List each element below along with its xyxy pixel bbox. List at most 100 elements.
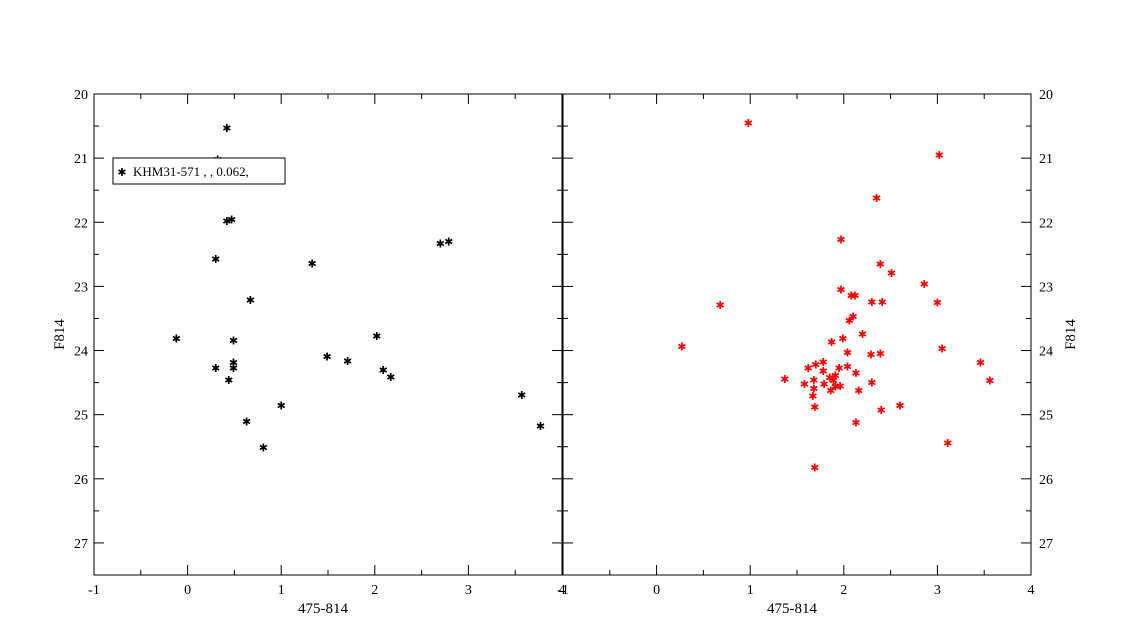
data-point: ✱ [935,149,944,162]
data-point: ✱ [895,400,904,413]
x-axis-title: 475-814 [767,601,817,617]
y-axis-title: F814 [1063,319,1079,350]
y-tick-label: 20 [74,88,88,103]
legend-label: KHM31-571 , , 0.062, [133,164,249,179]
x-tick-label: 0 [184,583,191,598]
x-tick-label: -1 [557,583,569,598]
x-tick-label: 2 [840,583,847,598]
x-tick-label: 3 [465,583,472,598]
data-point: ✱ [517,389,526,402]
data-point: ✱ [920,278,929,291]
data-point: ✱ [536,420,545,433]
data-point: ✱ [847,289,856,302]
data-point: ✱ [850,289,859,302]
data-point: ✱ [819,365,828,378]
data-point: ✱ [379,364,388,377]
data-point: ✱ [810,401,819,414]
data-point: ✱ [876,348,885,361]
y-tick-label: 22 [74,216,88,231]
data-point: ✱ [943,437,952,450]
data-point: ✱ [849,311,858,324]
data-point: ✱ [800,378,809,391]
y-tick-label: 20 [1039,88,1053,103]
x-tick-label: 1 [747,583,754,598]
data-point: ✱ [826,384,835,397]
y-tick-label: 26 [74,473,88,488]
y-tick-label: 25 [74,409,88,424]
data-point: ✱ [436,237,445,250]
data-point: ✱ [229,334,238,347]
data-point: ✱ [819,356,828,369]
data-point: ✱ [229,362,238,375]
data-point: ✱ [211,362,220,375]
data-point: ✱ [831,370,840,383]
data-point: ✱ [877,404,886,417]
data-point: ✱ [386,371,395,384]
data-point: ✱ [854,384,863,397]
data-point: ✱ [677,341,686,354]
x-tick-label: 3 [934,583,941,598]
y-tick-label: 23 [74,280,88,295]
x-tick-label: -1 [88,583,100,598]
data-point: ✱ [259,441,268,454]
data-point: ✱ [825,371,834,384]
data-point: ✱ [876,258,885,271]
right-panel: -1 0 1 2 3 42021222324252627475-814F814✱✱✱✱✱✱… [557,88,1079,617]
data-point: ✱ [820,378,829,391]
data-point: ✱ [829,375,838,388]
legend-marker: ✱ [117,166,126,179]
data-point: ✱ [937,343,946,356]
data-point: ✱ [836,284,845,297]
data-point: ✱ [835,380,844,393]
data-point: ✱ [444,236,453,249]
data-point: ✱ [343,355,352,368]
y-tick-label: 27 [1039,537,1053,552]
data-point: ✱ [867,296,876,309]
y-tick-label: 24 [74,345,88,360]
data-point: ✱ [222,215,231,228]
data-point: ✱ [242,416,251,429]
data-point: ✱ [835,362,844,375]
data-point: ✱ [246,294,255,307]
data-point: ✱ [866,348,875,361]
y-tick-label: 25 [1039,409,1053,424]
data-point: ✱ [933,296,942,309]
data-point: ✱ [222,122,231,135]
x-tick-label: 4 [1028,583,1035,598]
data-point: ✱ [780,373,789,386]
data-point: ✱ [836,234,845,247]
y-axis-title: F814 [52,319,68,350]
legend: ✱ KHM31-571 , , 0.062, [112,157,286,185]
data-point: ✱ [838,332,847,345]
data-point: ✱ [851,367,860,380]
data-point: ✱ [845,314,854,327]
y-tick-label: 21 [1039,152,1053,167]
data-point: ✱ [172,332,181,345]
data-point: ✱ [372,330,381,343]
data-point: ✱ [322,350,331,363]
y-tick-label: 21 [74,152,88,167]
data-point: ✱ [843,346,852,359]
data-point: ✱ [229,357,238,370]
data-point: ✱ [211,253,220,266]
data-point: ✱ [851,416,860,429]
data-point: ✱ [827,336,836,349]
data-point: ✱ [878,296,887,309]
data-point: ✱ [843,361,852,374]
data-point: ✱ [976,357,985,370]
y-tick-label: 24 [1039,345,1053,360]
data-point: ✱ [887,267,896,280]
data-point: ✱ [716,299,725,312]
data-point: ✱ [808,390,817,403]
data-point: ✱ [804,362,813,375]
data-point: ✱ [985,375,994,388]
data-point: ✱ [224,374,233,387]
data-point: ✱ [872,192,881,205]
plot-frame [562,93,1032,576]
legend-box [112,157,286,185]
data-point: ✱ [307,257,316,270]
x-tick-label: 0 [653,583,660,598]
data-point: ✱ [831,380,840,393]
data-point: ✱ [810,461,819,474]
